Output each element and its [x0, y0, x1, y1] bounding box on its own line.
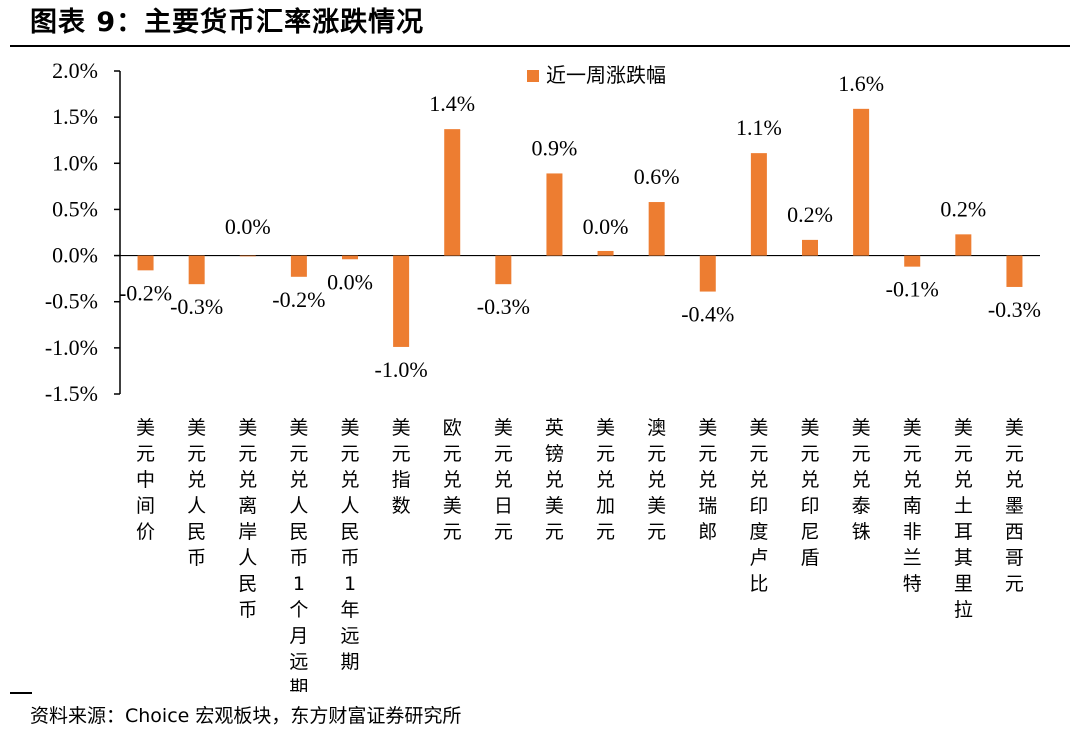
x-category-label: 美元兑加元 — [596, 417, 615, 543]
data-label: -0.1% — [886, 277, 939, 302]
y-tick-label: 0.5% — [52, 196, 98, 221]
bar — [393, 255, 410, 347]
x-category-label: 美元兑墨西哥元 — [1005, 417, 1024, 595]
data-label: -0.2% — [272, 287, 325, 312]
x-category-label: 美元兑土耳其里拉 — [954, 417, 973, 621]
bar — [1006, 255, 1023, 287]
data-label: -0.2% — [119, 280, 172, 305]
bar — [137, 255, 154, 271]
x-category-label: 美元兑离岸人民币 — [238, 417, 257, 621]
bar — [290, 255, 307, 277]
y-tick-label: -1.0% — [45, 335, 98, 360]
x-category-label: 澳元兑美元 — [647, 417, 666, 543]
x-category-label: 美元兑人民币 1 个月远期 — [289, 417, 308, 692]
data-label: -1.0% — [375, 357, 428, 382]
x-category-label: 美元兑人民币 1 年远期 — [340, 417, 359, 673]
data-label: -0.3% — [988, 297, 1041, 322]
bar — [597, 250, 614, 256]
data-label: 0.2% — [787, 202, 833, 227]
y-tick-label: -0.5% — [45, 289, 98, 314]
x-category-label: 美元兑瑞郎 — [698, 417, 717, 543]
data-label: 0.2% — [940, 196, 986, 221]
bar — [802, 239, 818, 256]
bar — [495, 255, 512, 285]
data-label: -0.3% — [170, 294, 223, 319]
x-category-label: 美元兑泰铢 — [852, 417, 871, 543]
x-category-label: 美元兑日元 — [494, 417, 513, 543]
bar — [955, 234, 972, 256]
data-label: 0.0% — [327, 269, 373, 294]
y-tick-label: -1.5% — [45, 381, 98, 406]
bar — [546, 173, 563, 256]
y-tick-label: 2.0% — [52, 58, 98, 83]
data-label: 1.1% — [736, 115, 782, 140]
y-tick-label: 0.0% — [52, 243, 98, 268]
bar — [188, 255, 205, 285]
bar-chart: 2.0% 1.5% 1.0% 0.5% 0.0% -0.5% -1.0% -1.5% -0.2%… — [45, 58, 1041, 692]
x-category-label: 美元中间价 — [136, 417, 155, 543]
bar — [648, 202, 665, 256]
x-category-label: 美元兑南非兰特 — [903, 417, 922, 595]
bar — [342, 255, 358, 260]
bar — [750, 153, 767, 256]
x-category-label: 美元兑印度卢比 — [749, 417, 768, 595]
legend-swatch — [527, 70, 539, 82]
source-note: 资料来源：Choice 宏观板块，东方财富证券研究所 — [30, 705, 462, 727]
data-label: 0.0% — [583, 214, 629, 239]
title-divider — [10, 45, 1070, 47]
bar — [444, 129, 461, 256]
x-category-label: 美元兑人民币 — [187, 417, 206, 569]
bar — [699, 255, 716, 292]
x-category-label: 英镑兑美元 — [545, 417, 564, 543]
footer-divider — [10, 692, 32, 694]
data-label: 0.6% — [634, 164, 680, 189]
bar — [239, 255, 256, 257]
x-category-label: 欧元兑美元 — [443, 417, 462, 543]
x-category-label: 美元兑印尼盾 — [800, 417, 819, 569]
x-category-label: 美元指数 — [392, 417, 411, 517]
chart-title: 图表 9：主要货币汇率涨跌情况 — [30, 7, 425, 38]
y-tick-label: 1.0% — [52, 150, 98, 175]
data-label: 1.6% — [838, 71, 884, 96]
data-label: 0.9% — [532, 135, 578, 160]
data-label: 0.0% — [225, 214, 271, 239]
data-label: 1.4% — [429, 91, 475, 116]
bar — [853, 108, 870, 256]
bar — [904, 255, 921, 267]
data-label: -0.4% — [681, 302, 734, 327]
data-label: -0.3% — [477, 294, 530, 319]
y-tick-label: 1.5% — [52, 104, 98, 129]
legend-label: 近一周涨跌幅 — [546, 63, 666, 87]
